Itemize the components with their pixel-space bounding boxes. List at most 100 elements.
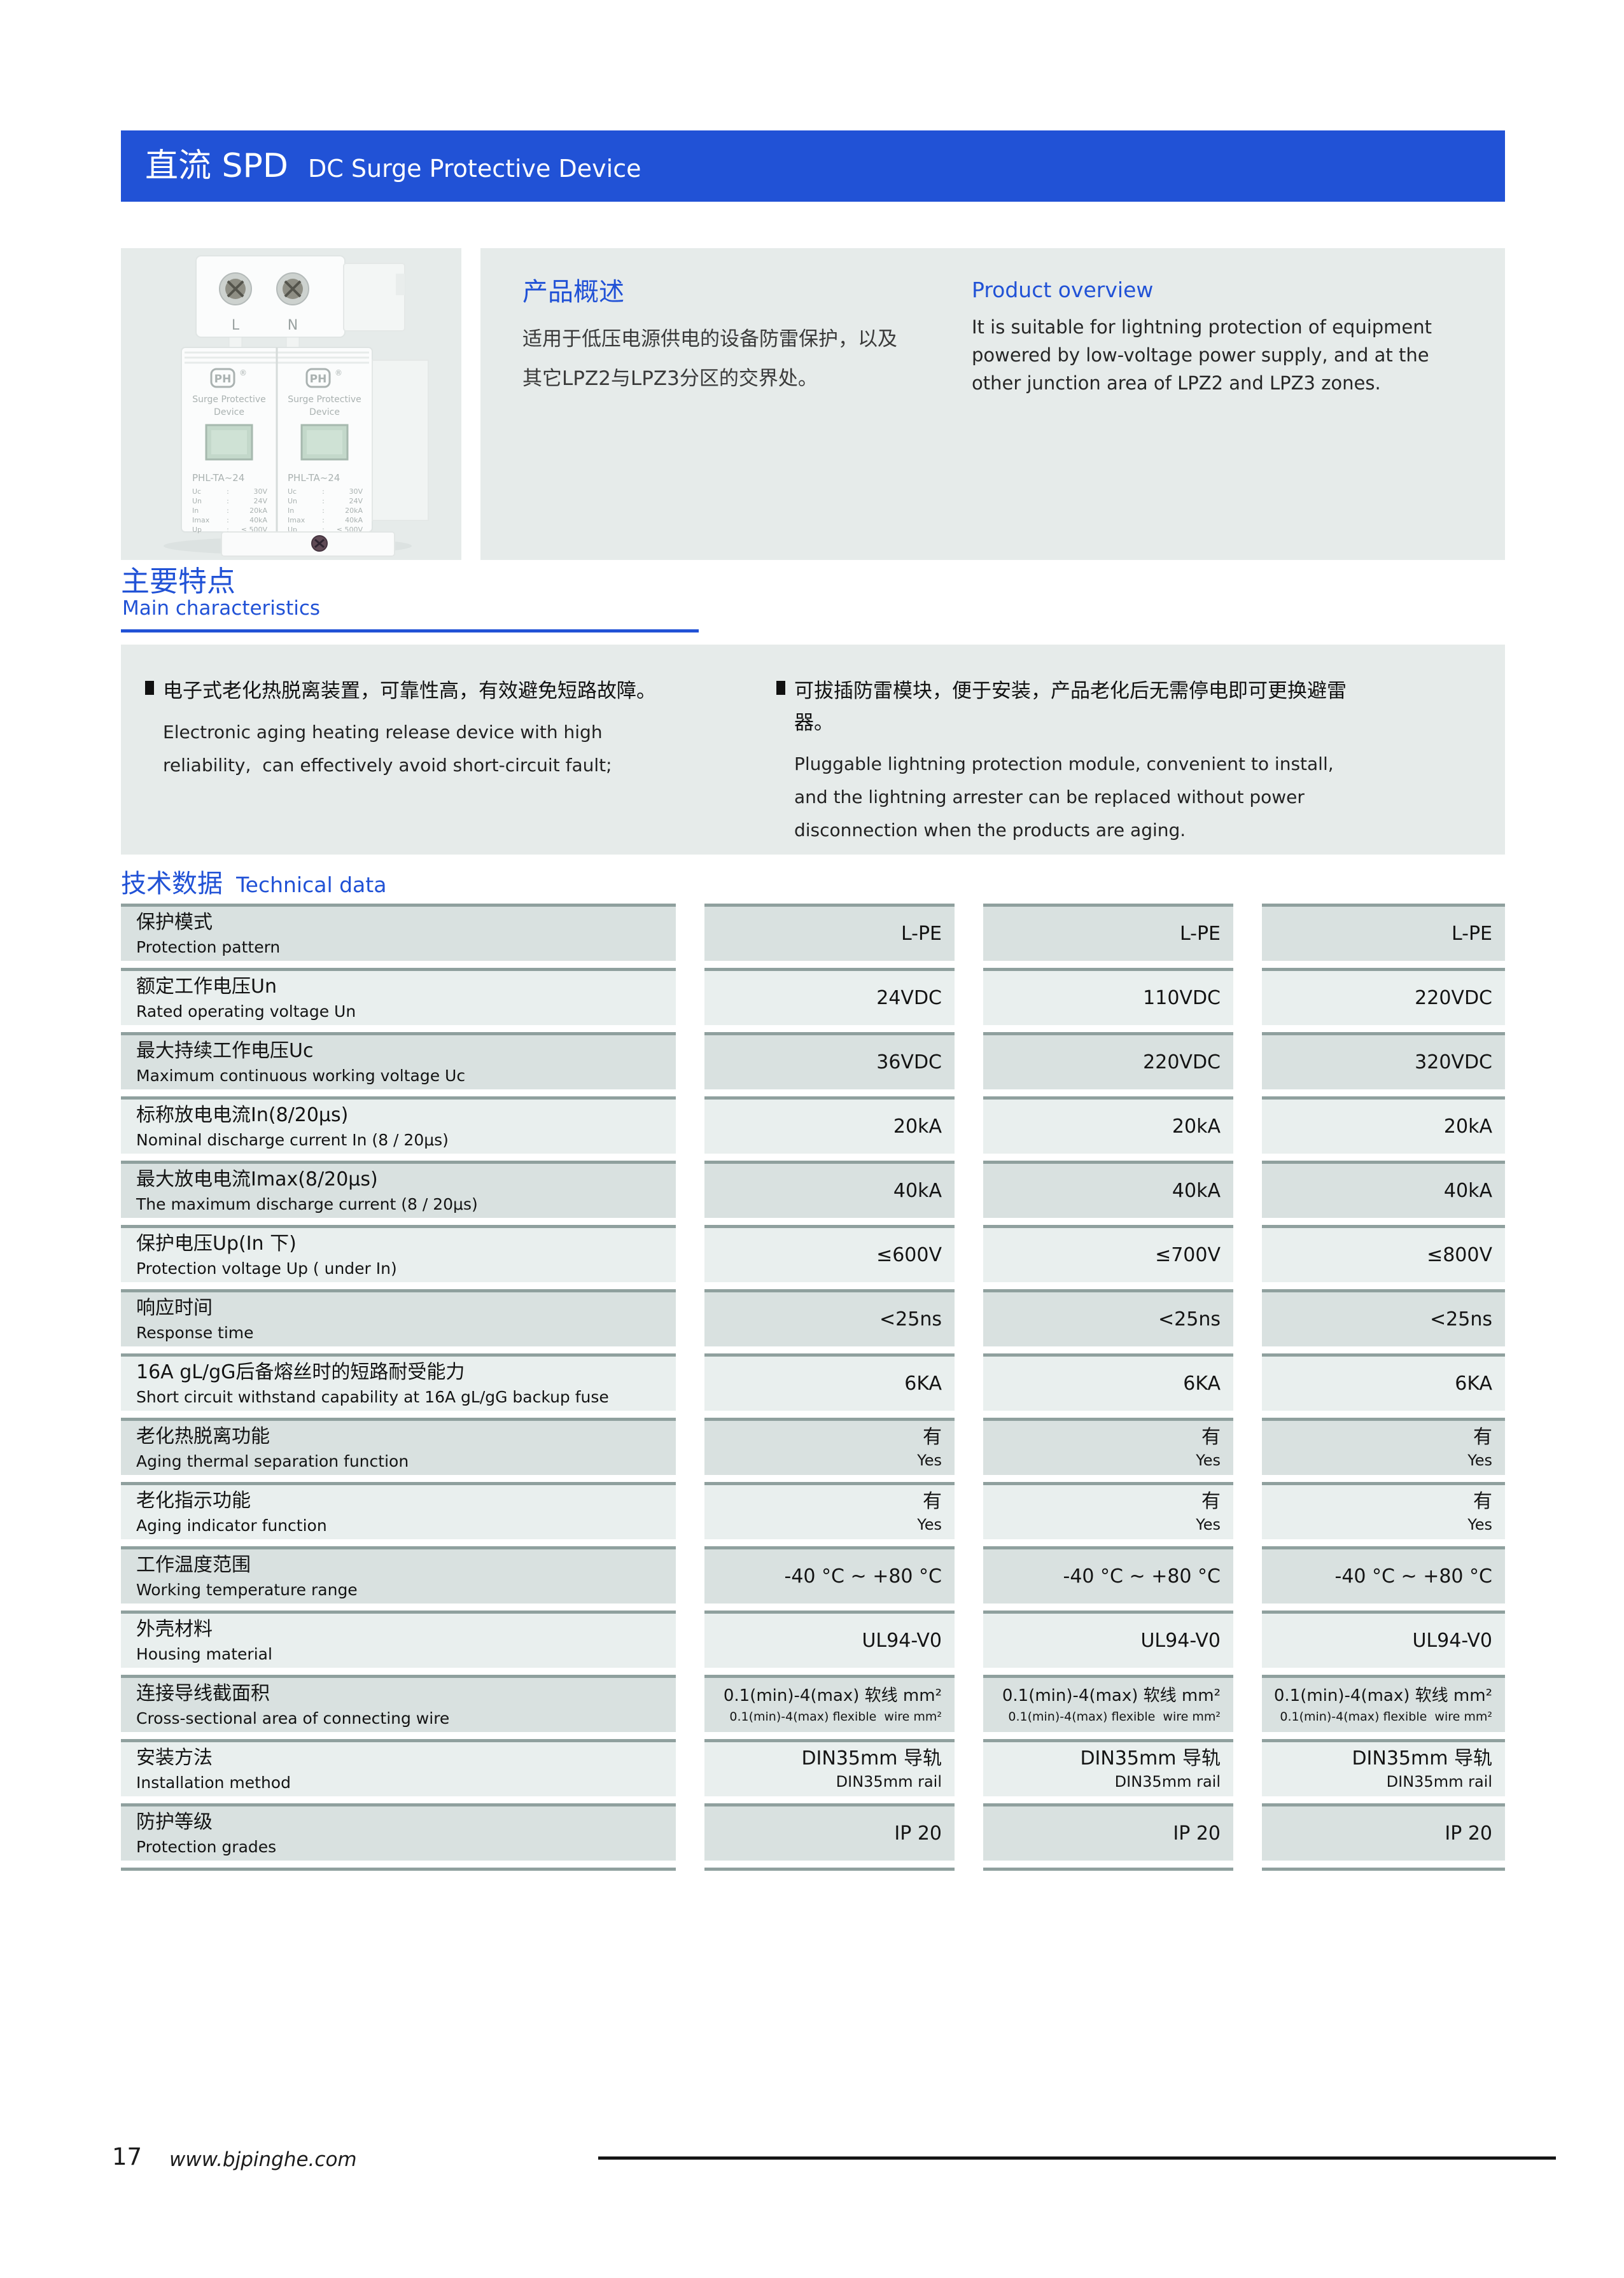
cell-value: ≤800V [1427,1243,1492,1266]
value-cell: 220VDC [1262,968,1505,1025]
value-cell: IP 20 [704,1803,955,1861]
value-cell: -40 °C ~ +80 °C [983,1546,1233,1604]
cell-value: 0.1(min)-4(max) 软线 mm² [1273,1686,1492,1705]
table-row: 老化指示功能 Aging indicator function 有 Yes 有 Yes 有 Y… [121,1482,1505,1546]
parameter-cell: 工作温度范围 Working temperature range [121,1546,676,1604]
table-row: 最大放电电流Imax(8/20μs) The maximum discharge … [121,1161,1505,1225]
cell-value: DIN35mm rail [1114,1773,1221,1791]
brand-logo-icon [305,368,331,388]
characteristic-item: 可拔插防雷模块，便于安装，产品老化后无需停电即可更换避雷器。 Pluggable … [776,675,1381,847]
table-bottom-rule-segment [983,1868,1233,1871]
status-window-glass [307,430,342,454]
parameter-cell: 连接导线截面积 Cross-sectional area of connectin… [121,1675,676,1732]
value-cell: 有 Yes [704,1482,955,1539]
terminal-label-n: N [288,318,298,333]
device-print-text: : [322,507,325,515]
cell-value: IP 20 [894,1822,942,1845]
overview-body-zh: 适用于低压电源供电的设备防雷保护，以及 其它LPZ2与LPZ3分区的交界处。 [522,328,897,390]
device-print-text: Device [309,407,340,417]
characteristics-title-en: Main characteristics [122,597,321,620]
cell-value: ≤700V [1155,1243,1221,1266]
footer-rule [598,2156,1556,2160]
value-cell: DIN35mm 导轨 DIN35mm rail [983,1739,1233,1796]
characteristic-text-zh: 电子式老化热脱离装置，可靠性高，有效避免短路故障。 [163,680,656,702]
value-cell: 有 Yes [983,1418,1233,1475]
table-row: 保护电压Up(In 下) Protection voltage Up ( unde… [121,1225,1505,1289]
cell-value: 20kA [893,1115,942,1138]
parameter-cell: 最大持续工作电压Uc Maximum continuous working vol… [121,1032,676,1089]
page-number: 17 [112,2143,143,2170]
characteristics-underline [121,629,699,632]
value-cell: 20kA [1262,1096,1505,1154]
cell-value: 110VDC [1143,986,1221,1009]
bullet-square-icon [145,681,154,695]
value-cell: 220VDC [983,1032,1233,1089]
parameter-label-zh: 老化指示功能 [136,1490,251,1512]
value-cell: ≤600V [704,1225,955,1282]
value-cell: -40 °C ~ +80 °C [704,1546,955,1604]
cell-value: UL94-V0 [1412,1629,1492,1652]
technical-data-table: 保护模式 Protection pattern L-PE L-PE L-PE 额定工作电压… [121,904,1505,1871]
device-print-text: ® [239,368,247,377]
cell-value: 36VDC [876,1051,942,1073]
device-print-text: 40kA [249,516,267,524]
device-print-text: PHL-TA~24 [288,472,340,484]
cell-value: 6KA [1455,1372,1492,1395]
cell-value: 40kA [893,1179,942,1202]
cell-value: IP 20 [1173,1822,1221,1845]
cell-value: Yes [1467,1451,1492,1469]
parameter-label-zh: 工作温度范围 [136,1554,251,1576]
table-row: 16A gL/gG后备熔丝时的短路耐受能力 Short circuit withs… [121,1353,1505,1418]
value-cell: 20kA [983,1096,1233,1154]
overview-title-en: Product overview [972,277,1154,302]
cell-value: 320VDC [1415,1051,1492,1073]
cell-value: Yes [1196,1451,1221,1469]
device-print-text: : [227,487,229,496]
footer-website: www.bjpinghe.com [169,2148,357,2171]
cell-value: 6KA [904,1372,942,1395]
table-row: 额定工作电压Un Rated operating voltage Un 24VDC 1… [121,968,1505,1032]
cell-value: 0.1(min)-4(max) 软线 mm² [1002,1686,1221,1705]
table-row: 保护模式 Protection pattern L-PE L-PE L-PE [121,904,1505,968]
cell-value: 40kA [1443,1179,1492,1202]
status-window-glass [211,430,247,454]
cell-value: 0.1(min)-4(max) flexible wire mm² [1280,1709,1492,1724]
cell-value: <25ns [1430,1308,1492,1331]
cell-value: Yes [917,1451,942,1469]
value-cell: <25ns [1262,1289,1505,1346]
parameter-cell: 16A gL/gG后备熔丝时的短路耐受能力 Short circuit withs… [121,1353,676,1411]
table-row: 外壳材料 Housing material UL94-V0 UL94-V0 UL94-V… [121,1611,1505,1675]
cell-value: 220VDC [1415,986,1492,1009]
parameter-cell: 额定工作电压Un Rated operating voltage Un [121,968,676,1025]
bottom-screw [311,535,328,552]
device-top-block [195,255,346,338]
parameter-label-zh: 安装方法 [136,1747,213,1769]
parameter-cell: 响应时间 Response time [121,1289,676,1346]
value-cell: 40kA [1262,1161,1505,1218]
cell-value: -40 °C ~ +80 °C [784,1565,942,1588]
parameter-label-en: Installation method [136,1773,291,1792]
cell-value: 6KA [1183,1372,1221,1395]
table-row: 安装方法 Installation method DIN35mm 导轨 DIN35mm… [121,1739,1505,1803]
cell-value: UL94-V0 [1140,1629,1221,1652]
parameter-label-en: Rated operating voltage Un [136,1002,356,1021]
device-print-text: : [322,487,325,496]
device-print-text: : [322,526,325,534]
value-cell: 36VDC [704,1032,955,1089]
cell-value: DIN35mm 导轨 [1352,1747,1492,1770]
parameter-label-en: Housing material [136,1645,272,1663]
value-cell: ≤800V [1262,1225,1505,1282]
value-cell: IP 20 [983,1803,1233,1861]
terminal-label-l: L [232,318,240,333]
cell-value: 有 [923,1490,942,1513]
product-overview-panel: 产品概述 适用于低压电源供电的设备防雷保护，以及 其它LPZ2与LPZ3分区的交… [480,248,1505,560]
spd-module: PH ® Surge Protective Device PHL-TA~24 Uc: 30V… [192,368,267,534]
parameter-label-en: Aging indicator function [136,1516,327,1535]
table-row: 标称放电电流In(8/20μs) Nominal discharge curren… [121,1096,1505,1161]
value-cell: -40 °C ~ +80 °C [1262,1546,1505,1604]
parameter-cell: 安装方法 Installation method [121,1739,676,1796]
parameter-label-zh: 保护模式 [136,911,213,933]
device-print-text: Un [288,497,297,505]
terminal-screw-n [276,272,309,305]
